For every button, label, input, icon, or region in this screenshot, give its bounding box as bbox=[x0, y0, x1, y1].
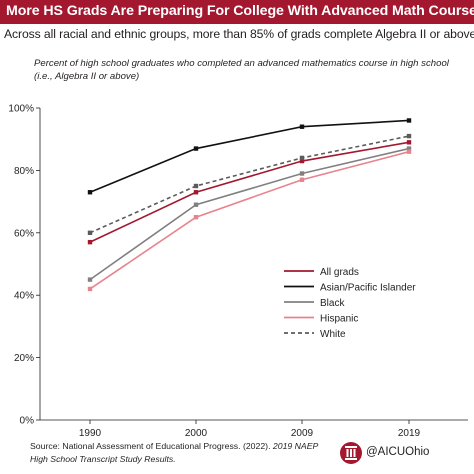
source-note: Source: National Assessment of Education… bbox=[30, 440, 320, 466]
legend-label-hispanic: Hispanic bbox=[320, 313, 358, 324]
source-text: Source: National Assessment of Education… bbox=[30, 441, 273, 451]
legend-label-asian-pacific-islander: Asian/Pacific Islander bbox=[320, 282, 416, 293]
data-point-black bbox=[193, 202, 199, 207]
legend-label-black: Black bbox=[320, 298, 345, 309]
data-point-asian-pacific-islander bbox=[193, 146, 199, 151]
data-point-white bbox=[87, 230, 93, 235]
chart-title: More HS Grads Are Preparing For College … bbox=[6, 3, 474, 19]
data-point-asian-pacific-islander bbox=[406, 118, 412, 123]
y-tick-label: 40% bbox=[14, 291, 34, 302]
chart-axes: 0% 20% 40% 60% 80% 100% 1990 2000 2009 2019 bbox=[8, 104, 468, 439]
legend-label-white: White bbox=[320, 329, 346, 340]
data-point-white bbox=[193, 183, 199, 189]
series-line-all-grads bbox=[89, 141, 410, 243]
data-point-hispanic bbox=[299, 177, 305, 182]
source-title: 2019 NAEP High School Transcript Study R… bbox=[30, 441, 318, 464]
data-point-black bbox=[406, 146, 412, 151]
data-point-all-grads bbox=[299, 158, 305, 164]
chart-subtitle: Across all racial and ethnic groups, mor… bbox=[4, 27, 474, 41]
y-tick-label: 60% bbox=[14, 228, 34, 239]
x-tick-label: 2000 bbox=[185, 428, 208, 439]
column-icon bbox=[345, 446, 357, 460]
y-tick-label: 0% bbox=[20, 416, 35, 427]
chart-legend: All grads Asian/Pacific Islander Black Hisp… bbox=[284, 267, 416, 340]
data-point-black bbox=[87, 277, 93, 282]
chart-series bbox=[87, 118, 412, 292]
data-point-asian-pacific-islander bbox=[299, 124, 305, 129]
series-line-white bbox=[89, 135, 410, 234]
data-point-asian-pacific-islander bbox=[87, 190, 93, 195]
data-point-white bbox=[406, 133, 412, 139]
data-point-all-grads bbox=[87, 239, 93, 245]
data-point-hispanic bbox=[87, 286, 93, 292]
aicu-logo-icon bbox=[340, 442, 362, 464]
data-point-all-grads bbox=[406, 140, 412, 145]
title-bar: More HS Grads Are Preparing For College … bbox=[0, 0, 474, 24]
data-point-black bbox=[299, 171, 305, 176]
series-line-black bbox=[89, 147, 410, 281]
y-tick-label: 80% bbox=[14, 166, 34, 177]
data-point-hispanic bbox=[406, 149, 412, 154]
y-tick-label: 100% bbox=[8, 104, 34, 115]
x-tick-label: 1990 bbox=[79, 428, 102, 439]
social-handle: @AICUOhio bbox=[366, 446, 430, 458]
x-tick-label: 2009 bbox=[291, 428, 314, 439]
data-point-white bbox=[299, 155, 305, 161]
y-tick-label: 20% bbox=[14, 353, 34, 364]
legend-label-all-grads: All grads bbox=[320, 267, 359, 278]
data-point-all-grads bbox=[193, 190, 199, 195]
x-tick-label: 2019 bbox=[398, 428, 421, 439]
chart-description: Percent of high school graduates who com… bbox=[34, 58, 449, 82]
series-line-hispanic bbox=[89, 150, 410, 290]
series-line-asian-pacific-islander bbox=[89, 119, 410, 193]
data-point-hispanic bbox=[193, 215, 199, 220]
